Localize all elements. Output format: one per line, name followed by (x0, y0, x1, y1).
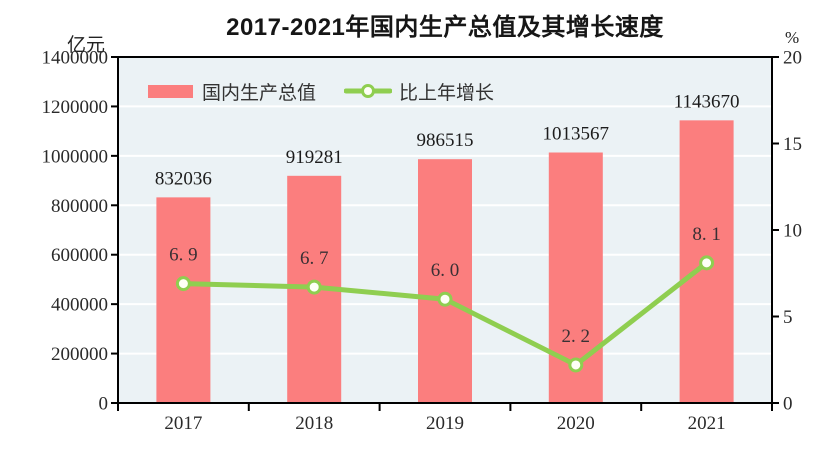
y-left-tick-label: 1200000 (42, 97, 109, 118)
y-left-tick-label: 1000000 (42, 146, 109, 167)
bar (418, 159, 472, 403)
y-left-tick-label: 0 (99, 394, 109, 415)
x-tick-label: 2020 (557, 413, 595, 434)
y-right-tick-label: 5 (783, 307, 793, 328)
growth-value-label: 6. 7 (300, 248, 329, 269)
line-point-marker (568, 357, 584, 373)
x-tick-label: 2019 (426, 413, 464, 434)
y-right-tick-label: 20 (783, 48, 802, 69)
growth-value-label: 6. 0 (431, 260, 460, 281)
right-axis-unit-label: % (785, 28, 800, 47)
growth-value-label: 6. 9 (169, 245, 198, 266)
growth-legend-label: 比上年增长 (399, 82, 495, 104)
bar-value-label: 919281 (286, 147, 343, 168)
line-point-marker (306, 279, 322, 295)
growth-value-label: 8. 1 (692, 224, 721, 245)
y-right-tick-label: 10 (783, 221, 802, 242)
bar-value-label: 986515 (417, 130, 474, 151)
y-left-tick-label: 600000 (51, 245, 108, 266)
line-point-marker (699, 255, 715, 271)
x-tick-label: 2018 (295, 413, 333, 434)
line-point-marker (175, 276, 191, 292)
bar-value-label: 832036 (155, 168, 212, 189)
y-left-tick-label: 200000 (51, 344, 108, 365)
y-left-tick-label: 400000 (51, 295, 108, 316)
x-tick-label: 2021 (688, 413, 726, 434)
chart-title: 2017-2021年国内生产总值及其增长速度 (226, 14, 664, 41)
bar (156, 197, 211, 403)
line-point-marker (437, 291, 453, 307)
y-left-tick-label: 1400000 (42, 48, 109, 69)
gdp-legend-label: 国内生产总值 (202, 82, 317, 104)
legend: 国内生产总值 比上年增长 (148, 78, 494, 104)
y-left-tick-label: 800000 (51, 196, 108, 217)
y-right-tick-label: 0 (783, 394, 793, 415)
left-axis-unit-label: 亿元 (66, 35, 105, 56)
bar-value-label: 1143670 (674, 91, 740, 112)
growth-value-label: 2. 2 (562, 326, 591, 347)
bar-value-label: 1013567 (543, 124, 610, 145)
y-right-tick-label: 15 (783, 134, 802, 155)
gdp-legend-swatch (148, 84, 193, 98)
growth-legend-marker-icon (343, 84, 393, 98)
x-tick-label: 2017 (164, 413, 202, 434)
